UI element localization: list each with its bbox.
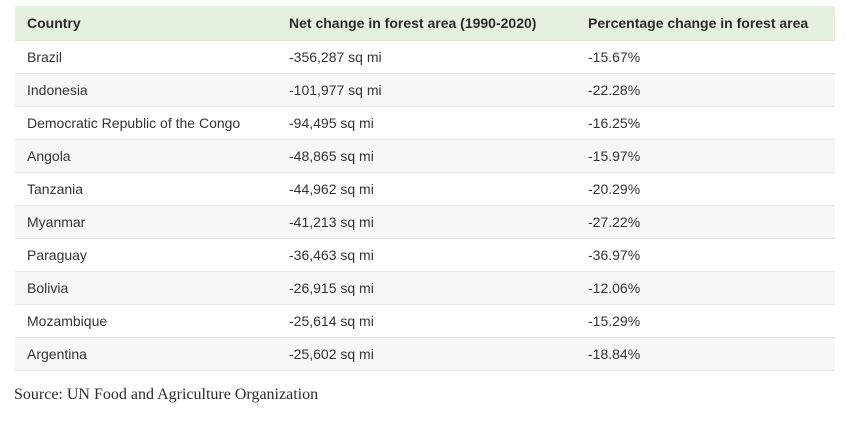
cell-net-change: -356,287 sq mi: [277, 40, 576, 74]
cell-country: Brazil: [15, 40, 277, 74]
table-row: Myanmar -41,213 sq mi -27.22%: [15, 205, 835, 239]
cell-country: Argentina: [15, 337, 277, 371]
cell-percentage-change: -22.28%: [576, 73, 835, 107]
cell-percentage-change: -20.29%: [576, 172, 835, 206]
table-row: Indonesia -101,977 sq mi -22.28%: [15, 73, 835, 107]
cell-country: Paraguay: [15, 238, 277, 272]
cell-country: Mozambique: [15, 304, 277, 338]
table-header: Country Net change in forest area (1990-…: [15, 6, 835, 41]
cell-percentage-change: -15.97%: [576, 139, 835, 173]
table-row: Mozambique -25,614 sq mi -15.29%: [15, 304, 835, 338]
cell-country: Angola: [15, 139, 277, 173]
cell-net-change: -25,614 sq mi: [277, 304, 576, 338]
cell-country: Democratic Republic of the Congo: [15, 106, 277, 140]
header-row: Country Net change in forest area (1990-…: [15, 6, 835, 41]
source-note: Source: UN Food and Agriculture Organiza…: [14, 386, 319, 403]
cell-net-change: -101,977 sq mi: [277, 73, 576, 107]
column-header-net-change: Net change in forest area (1990-2020): [277, 6, 576, 41]
cell-percentage-change: -18.84%: [576, 337, 835, 371]
cell-percentage-change: -36.97%: [576, 238, 835, 272]
cell-percentage-change: -16.25%: [576, 106, 835, 140]
table-row: Argentina -25,602 sq mi -18.84%: [15, 337, 835, 371]
table-row: Democratic Republic of the Congo -94,495…: [15, 106, 835, 140]
cell-percentage-change: -15.29%: [576, 304, 835, 338]
column-header-country: Country: [15, 6, 277, 41]
cell-net-change: -44,962 sq mi: [277, 172, 576, 206]
cell-net-change: -25,602 sq mi: [277, 337, 576, 371]
column-header-percentage-change: Percentage change in forest area: [576, 6, 835, 41]
cell-country: Tanzania: [15, 172, 277, 206]
cell-percentage-change: -27.22%: [576, 205, 835, 239]
table-row: Paraguay -36,463 sq mi -36.97%: [15, 238, 835, 272]
forest-change-table-container: Country Net change in forest area (1990-…: [15, 6, 835, 371]
cell-country: Myanmar: [15, 205, 277, 239]
cell-percentage-change: -12.06%: [576, 271, 835, 305]
cell-net-change: -26,915 sq mi: [277, 271, 576, 305]
table-row: Angola -48,865 sq mi -15.97%: [15, 139, 835, 173]
cell-percentage-change: -15.67%: [576, 40, 835, 74]
cell-net-change: -36,463 sq mi: [277, 238, 576, 272]
cell-country: Bolivia: [15, 271, 277, 305]
table-row: Brazil -356,287 sq mi -15.67%: [15, 40, 835, 74]
cell-net-change: -41,213 sq mi: [277, 205, 576, 239]
forest-change-table: Country Net change in forest area (1990-…: [15, 6, 835, 371]
cell-country: Indonesia: [15, 73, 277, 107]
cell-net-change: -48,865 sq mi: [277, 139, 576, 173]
cell-net-change: -94,495 sq mi: [277, 106, 576, 140]
table-row: Tanzania -44,962 sq mi -20.29%: [15, 172, 835, 206]
table-body: Brazil -356,287 sq mi -15.67% Indonesia …: [15, 40, 835, 371]
table-row: Bolivia -26,915 sq mi -12.06%: [15, 271, 835, 305]
